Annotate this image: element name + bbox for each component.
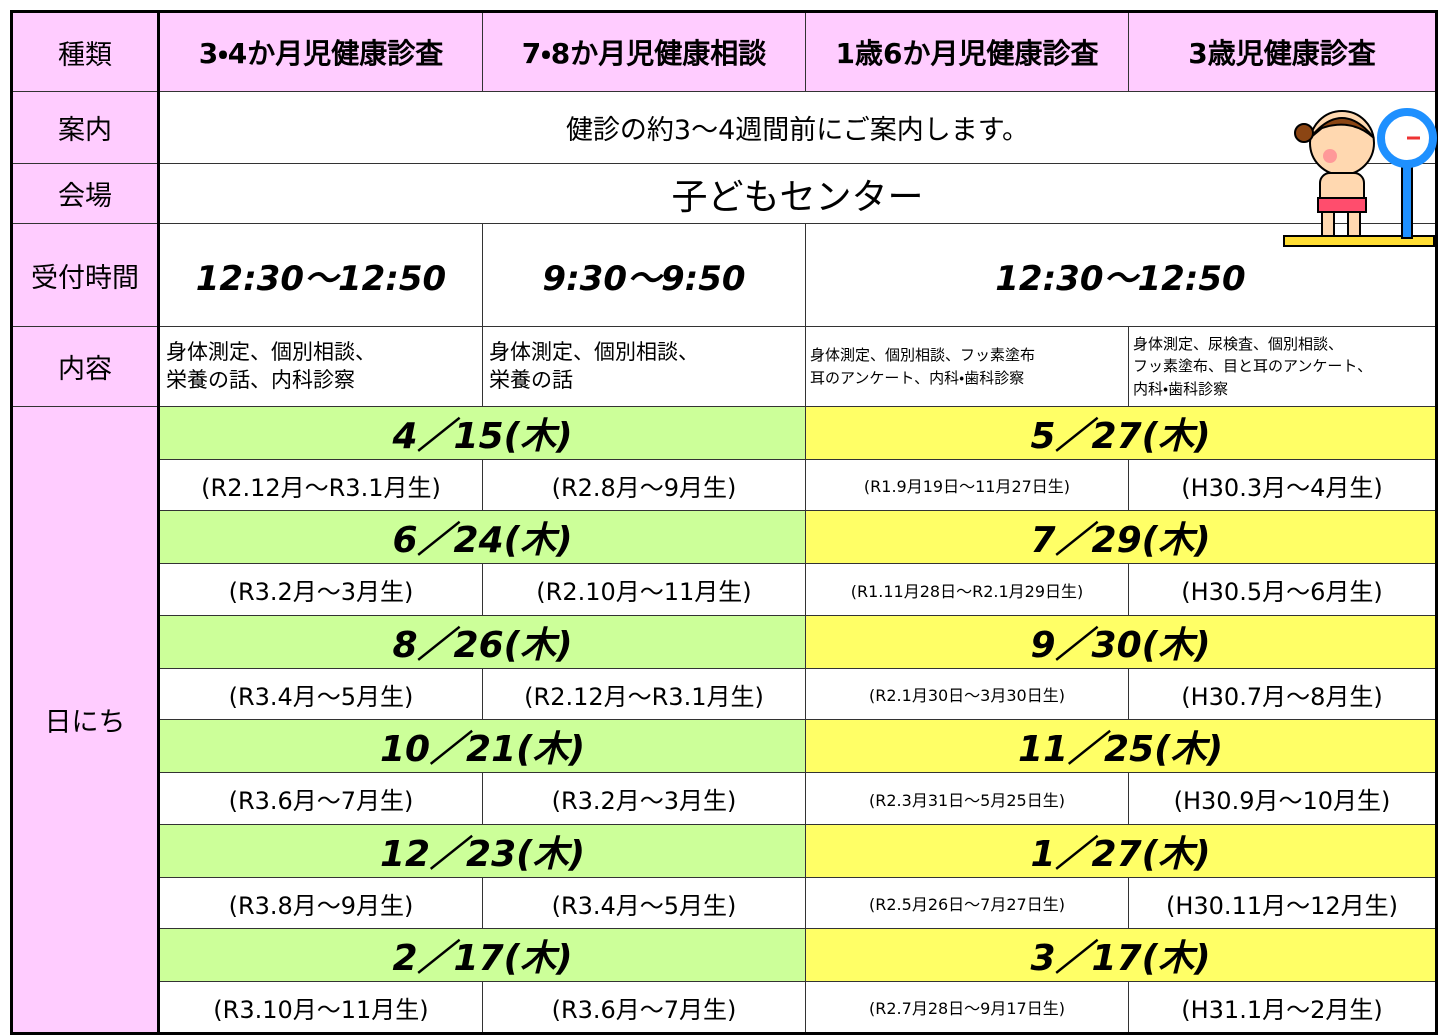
content-line: 栄養の話、内科診察 [166,367,355,392]
birth-range: (R3.6月～7月生) [158,772,483,825]
table-row: 日にち 4／15(木) 5／27(木) [11,406,1437,1034]
content-line: 身体測定、個別相談、フッ素塗布 [810,346,1036,364]
session-date: 3／17(木) [805,928,1437,982]
birth-range: (R2.12月～R3.1月生) [482,668,806,720]
reception-time: 12:30～12:50 [158,223,483,327]
row-label: 内容 [11,326,160,407]
birth-range: (R3.10月～11月生) [158,981,483,1034]
session-date: 11／25(木) [805,719,1437,773]
table-row: 10／21(木) 11／25(木) [12,719,1437,773]
content-line: 内科・歯科診察 [1133,379,1229,398]
birth-range: (R3.6月～7月生) [482,981,806,1034]
child-scale-illustration [1283,108,1437,247]
session-date: 5／27(木) [805,406,1437,460]
table-row: (R3.2月～3月生) (R2.10月～11月生) (R1.11月28日～R2.1月… [12,563,1437,616]
row-label: 会場 [11,163,160,224]
birth-range: (R3.2月～3月生) [482,772,806,825]
table-row: 2／17(木) 3／17(木) [12,928,1437,982]
table-row: 会場 子どもセンター [11,163,1437,224]
birth-range: (R2.1月30日～3月30日生) [805,668,1129,720]
session-date: 10／21(木) [158,719,806,773]
table-row: 種類 3・4か月児健康診査 7・8か月児健康相談 1歳6か月児健康診査 3歳児健康診査 [11,11,1437,92]
table-row: (R3.4月～5月生) (R2.12月～R3.1月生) (R2.1月30日～3月30… [12,668,1437,720]
birth-range: (R1.11月28日～R2.1月29日生) [805,563,1129,616]
table-row: 8／26(木) 9／30(木) [12,615,1437,669]
content-cell: 身体測定、個別相談、 栄養の話、内科診察 [158,326,483,407]
table-row: 6／24(木) 7／29(木) [12,510,1437,564]
session-date: 1／27(木) [805,824,1437,878]
reception-time: 9:30～9:50 [482,223,806,327]
venue-text: 子どもセンター [158,163,1437,224]
birth-range: (H30.11月～12月生) [1128,877,1437,929]
column-header: 1歳6か月児健康診査 [805,11,1129,92]
birth-range: (R2.10月～11月生) [482,563,806,616]
guide-text: 健診の約3～4週間前にご案内します。 [158,91,1437,164]
session-date: 7／29(木) [805,510,1437,564]
row-label: 受付時間 [11,223,160,327]
birth-range: (R2.12月～R3.1月生) [158,459,483,511]
content-line: 身体測定、尿検査、個別相談、 [1133,334,1344,353]
session-date: 6／24(木) [158,510,806,564]
content-line: 身体測定、個別相談、 [489,340,699,365]
table-row: (R3.8月～9月生) (R3.4月～5月生) (R2.5月26日～7月27日生)(… [12,877,1437,929]
birth-range: (H30.9月～10月生) [1128,772,1437,825]
session-date: 2／17(木) [158,928,806,982]
table-row: (R3.6月～7月生) (R3.2月～3月生) (R2.3月31日～5月25日生)(… [12,772,1437,825]
session-date: 8／26(木) [158,615,806,669]
content-line: 身体測定、個別相談、 [166,340,376,365]
table-row: 案内 健診の約3～4週間前にご案内します。 [11,91,1437,164]
birth-range: (H30.7月～8月生) [1128,668,1437,720]
row-label: 案内 [11,91,160,164]
birth-range: (H30.5月～6月生) [1128,563,1437,616]
birth-range: (H30.3月～4月生) [1128,459,1437,511]
content-line: フッ素塗布、目と耳のアンケート、 [1133,357,1373,376]
content-cell: 身体測定、個別相談、フッ素塗布 耳のアンケート、内科・歯科診察 [805,326,1129,407]
row-label: 種類 [11,11,160,92]
content-line: 栄養の話 [489,367,573,392]
birth-range: (R2.3月31日～5月25日生) [805,772,1129,825]
column-header: 7・8か月児健康相談 [482,11,806,92]
birth-range: (R3.8月～9月生) [158,877,483,929]
table-row: 受付時間 12:30～12:50 9:30～9:50 12:30～12:50 [11,223,1437,327]
schedule-table: 種類 3・4か月児健康診査 7・8か月児健康相談 1歳6か月児健康診査 3歳児健康診査案… [10,10,1438,1035]
session-date: 12／23(木) [158,824,806,878]
table-row: (R2.12月～R3.1月生) (R2.8月～9月生) (R1.9月19日～11月2… [12,459,1437,511]
column-header: 3・4か月児健康診査 [158,11,483,92]
birth-range: (R2.8月～9月生) [482,459,806,511]
content-line: 耳のアンケート、内科・歯科診察 [810,368,1025,387]
birth-range: (R2.5月26日～7月27日生) [805,877,1129,929]
session-date: 4／15(木) [158,406,806,460]
birth-range: (R3.4月～5月生) [158,668,483,720]
birth-range: (R3.4月～5月生) [482,877,806,929]
table-row: 内容 身体測定、個別相談、 栄養の話、内科診察 身体測定、個別相談、 栄養の話 身体測定、… [11,326,1437,407]
content-cell: 身体測定、尿検査、個別相談、フッ素塗布、目と耳のアンケート、 内科・歯科診察 [1128,326,1437,407]
birth-range: (R3.2月～3月生) [158,563,483,616]
row-label: 日にち [11,406,160,1034]
session-date: 9／30(木) [805,615,1437,669]
column-header: 3歳児健康診査 [1128,11,1437,92]
content-cell: 身体測定、個別相談、 栄養の話 [482,326,806,407]
reception-time: 12:30～12:50 [805,223,1437,327]
birth-range: (R1.9月19日～11月27日生) [805,459,1129,511]
table-row: 12／23(木) 1／27(木) [12,824,1437,878]
